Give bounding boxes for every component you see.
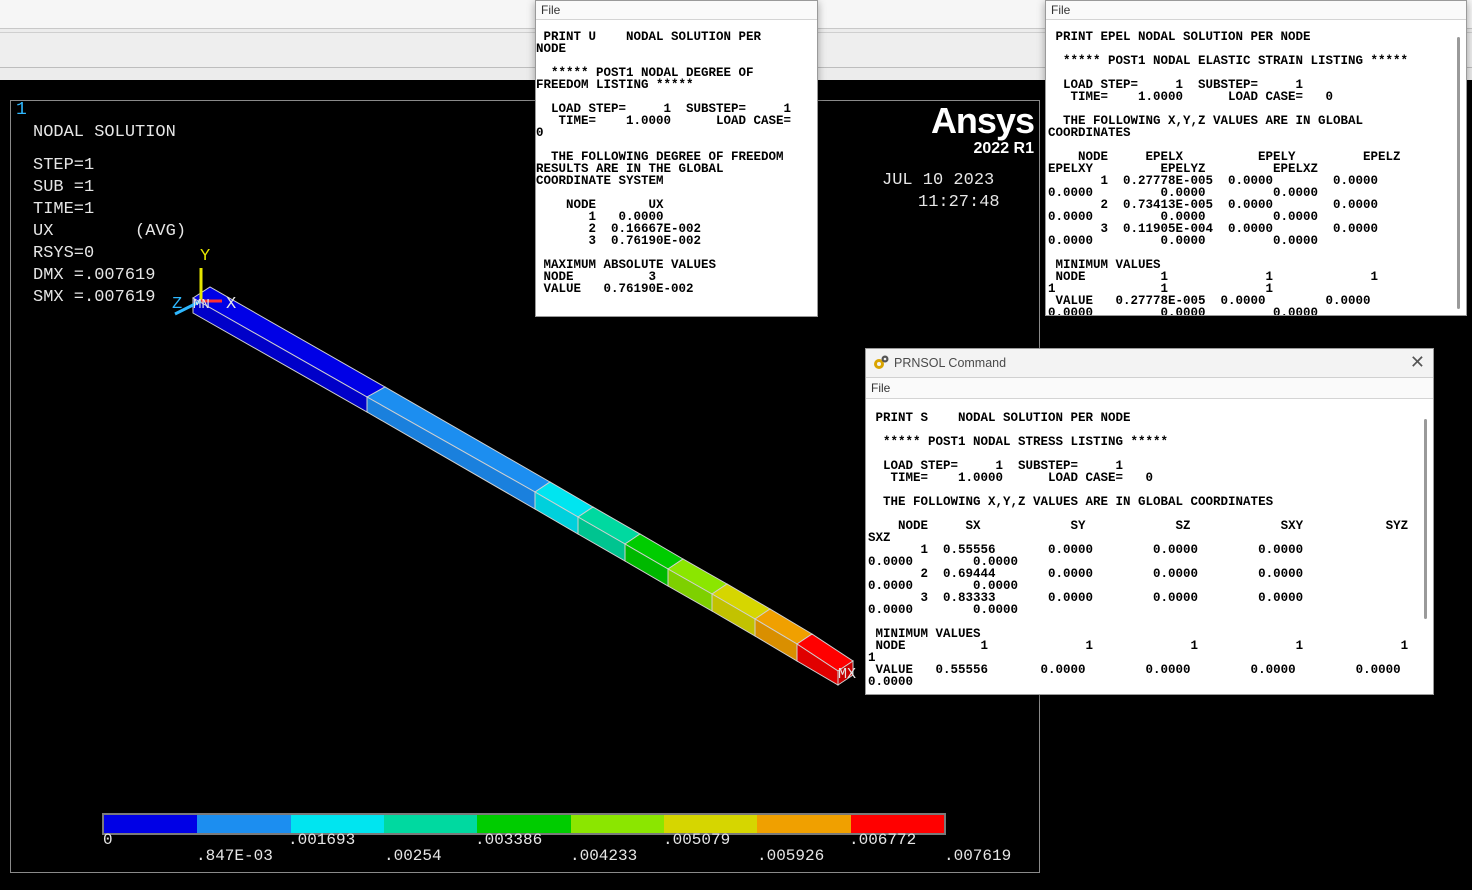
plot-time: 11:27:48 [918, 193, 1000, 212]
legend-label-top-1: .001693 [288, 831, 356, 849]
legend-label-bottom-4: .007619 [944, 847, 1012, 865]
beam-segments [192, 286, 854, 686]
print-epel-file-menu[interactable]: File [1046, 1, 1466, 20]
plot-title: NODAL SOLUTION [33, 123, 176, 142]
legend-label-bottom-2: .004233 [570, 847, 638, 865]
print-u-content: PRINT U NODAL SOLUTION PER NODE ***** PO… [536, 31, 817, 316]
prnsol-window[interactable]: PRNSOL Command ✕ File PRINT S NODAL SOLU… [865, 348, 1434, 695]
print-epel-content: PRINT EPEL NODAL SOLUTION PER NODE *****… [1048, 31, 1466, 315]
prnsol-title: PRNSOL Command [894, 356, 1007, 370]
ansys-logo: Ansys 2022 R1 [920, 100, 1036, 160]
logo-version: 2022 R1 [973, 140, 1035, 157]
legend-band-0 [104, 815, 198, 833]
legend-band-7 [757, 815, 851, 833]
triad-y-label: Y [200, 247, 211, 266]
prnsol-file-menu[interactable]: File [866, 378, 1433, 399]
triad-z-axis [174, 299, 202, 316]
print-epel-listing: PRINT EPEL NODAL SOLUTION PER NODE *****… [1048, 31, 1409, 315]
print-u-window[interactable]: File PRINT U NODAL SOLUTION PER NODE ***… [535, 0, 818, 317]
info-sub: SUB =1 [33, 178, 95, 197]
prnsol-titlebar[interactable]: PRNSOL Command ✕ [866, 349, 1433, 378]
prnsol-listing: PRINT S NODAL SOLUTION PER NODE ***** PO… [868, 412, 1409, 689]
info-item: UX (AVG) [33, 222, 187, 241]
print-u-file-menu[interactable]: File [536, 1, 817, 20]
legend-band-1 [197, 815, 291, 833]
info-step: STEP=1 [33, 156, 95, 175]
legend-band-8 [850, 815, 944, 833]
print-u-listing: PRINT U NODAL SOLUTION PER NODE ***** PO… [536, 31, 792, 296]
window-number: 1 [16, 100, 27, 120]
legend-label-top-3: .005079 [663, 831, 731, 849]
axis-triad [174, 268, 222, 316]
min-marker-label: MN [193, 297, 210, 313]
legend-band-2 [290, 815, 384, 833]
triad-z-label: Z [172, 295, 183, 314]
legend-band-3 [383, 815, 478, 833]
print-epel-scrollbar[interactable] [1457, 37, 1460, 309]
plot-date: JUL 10 2023 [882, 171, 995, 190]
info-dmx: DMX =.007619 [33, 266, 156, 285]
info-smx: SMX =.007619 [33, 288, 156, 307]
legend-band-4 [477, 815, 571, 833]
legend-band-6 [663, 815, 758, 833]
info-time: TIME=1 [33, 200, 95, 219]
legend-label-bottom-3: .005926 [757, 847, 825, 865]
logo-name: Ansys [930, 100, 1035, 141]
print-epel-window[interactable]: File PRINT EPEL NODAL SOLUTION PER NODE … [1045, 0, 1467, 316]
info-rsys: RSYS=0 [33, 244, 95, 263]
legend-label-top-2: .003386 [475, 831, 543, 849]
legend-band-5 [570, 815, 664, 833]
contour-legend-bar [102, 813, 946, 835]
max-marker-label: MX [838, 666, 857, 683]
legend-label-bottom-0: .847E-03 [196, 847, 273, 865]
prnsol-content: PRINT S NODAL SOLUTION PER NODE ***** PO… [868, 412, 1433, 694]
triad-x-label: X [226, 295, 237, 314]
legend-label-top-4: .006772 [849, 831, 917, 849]
gears-icon [874, 355, 889, 369]
prnsol-scrollbar[interactable] [1424, 419, 1427, 619]
legend-label-top-0: 0 [103, 831, 113, 849]
close-icon[interactable]: ✕ [1409, 352, 1425, 372]
legend-label-bottom-1: .00254 [384, 847, 442, 865]
